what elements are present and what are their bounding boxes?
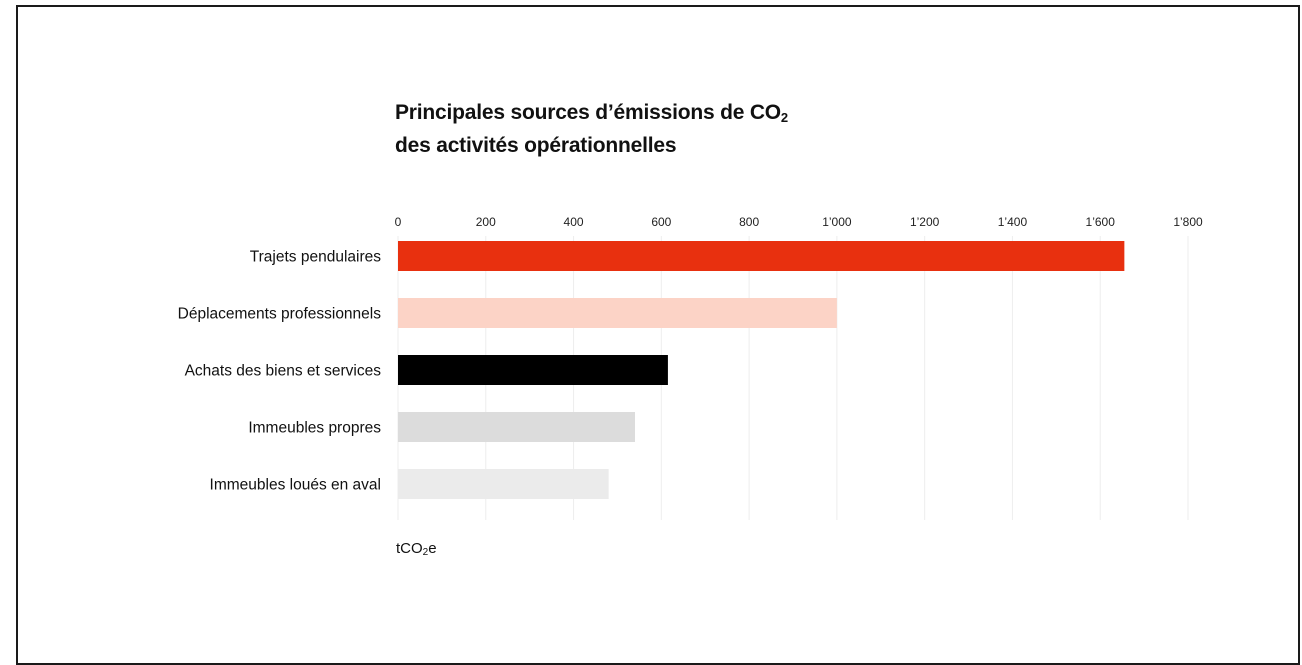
x-tick-label: 400 <box>564 215 584 229</box>
x-tick-label: 0 <box>395 215 402 229</box>
bar <box>398 412 635 442</box>
bar <box>398 355 668 385</box>
x-tick-label: 200 <box>476 215 496 229</box>
bar-chart: 0 200 400 600 800 1’000 1’200 1’400 1’600 1’800 Tr… <box>178 215 1203 520</box>
bar <box>398 241 1125 271</box>
category-label: Immeubles propres <box>248 420 381 437</box>
chart-title-line1: Principales sources d’émissions de CO2 <box>395 101 788 124</box>
chart-title: Principales sources d’émissions de CO2 d… <box>395 96 788 162</box>
category-label: Trajets pendulaires <box>250 249 381 266</box>
x-tick-label: 600 <box>651 215 671 229</box>
unit-label-text: tCO <box>396 540 423 557</box>
bar <box>398 469 609 499</box>
unit-label-suffix: e <box>428 540 437 557</box>
x-tick-label: 1’800 <box>1173 215 1203 229</box>
x-tick-label: 1’200 <box>910 215 940 229</box>
category-label: Achats des biens et services <box>185 363 382 380</box>
chart-title-subscript: 2 <box>780 110 788 125</box>
category-label: Immeubles loués en aval <box>210 477 381 494</box>
x-tick-label: 1’000 <box>822 215 852 229</box>
chart-title-text: Principales sources d’émissions de CO <box>395 101 781 124</box>
bar <box>398 298 837 328</box>
category-label: Déplacements professionnels <box>178 306 382 323</box>
x-tick-label: 800 <box>739 215 759 229</box>
x-tick-label: 1’600 <box>1086 215 1116 229</box>
unit-label: tCO2e <box>396 540 437 558</box>
unit-label-subscript: 2 <box>422 547 429 558</box>
chart-title-line2: des activités opérationnelles <box>395 134 677 157</box>
x-tick-label: 1’400 <box>998 215 1028 229</box>
